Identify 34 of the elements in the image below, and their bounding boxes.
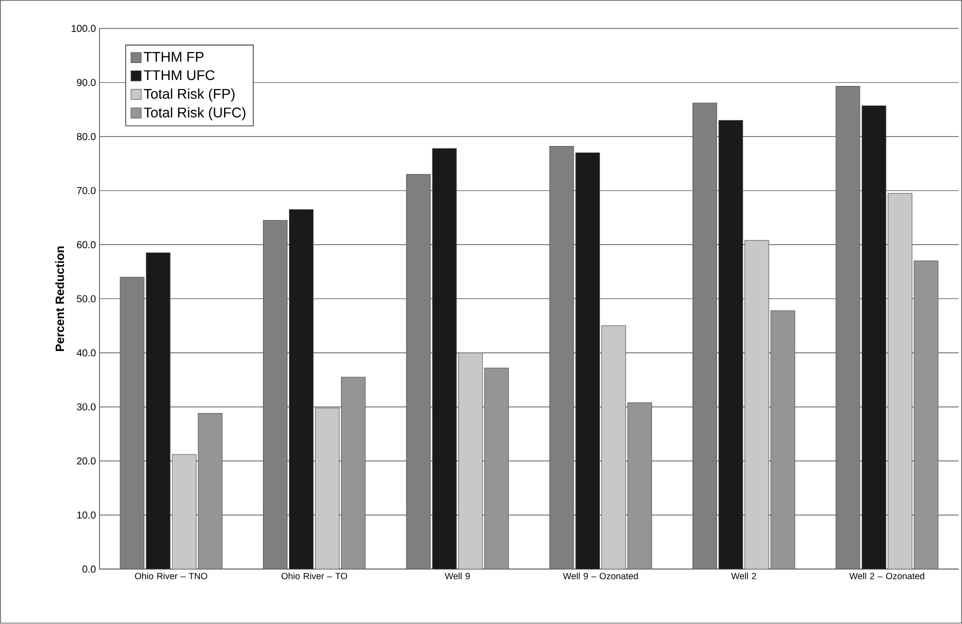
- bar: [770, 310, 796, 570]
- x-tick-label: Well 9: [444, 572, 470, 580]
- x-tick-label: Well 2: [731, 572, 756, 580]
- x-tick-label: Ohio River – TO: [282, 572, 348, 580]
- y-tick-label: 80.0: [76, 133, 96, 140]
- legend-label: Total Risk (FP): [144, 88, 234, 102]
- y-tick-label: 40.0: [76, 350, 96, 357]
- y-tick-label: 10.0: [77, 512, 96, 519]
- y-tick-label: 50.0: [76, 295, 96, 303]
- y-tick-label: 70.0: [77, 187, 96, 194]
- bar: [718, 120, 744, 570]
- y-tick-label: 20.0: [77, 458, 96, 465]
- y-axis-title: Percent Reduction: [55, 246, 64, 352]
- x-tick-label: Well 9 – Ozonated: [562, 572, 638, 580]
- legend-label: Total Risk (UFC): [144, 107, 246, 120]
- y-tick-label: 60.0: [77, 241, 96, 248]
- y-tick-label: 0.0: [82, 566, 96, 573]
- bar: [432, 148, 457, 570]
- x-tick-label: Well 2 – Ozonated: [849, 572, 924, 580]
- bar: [914, 260, 938, 570]
- x-tick-label: Ohio River – TNO: [134, 572, 208, 580]
- bar: [198, 413, 222, 570]
- bar: [627, 402, 652, 570]
- bar: [575, 152, 600, 570]
- bar: [862, 106, 886, 570]
- y-tick-label: 100.0: [72, 25, 96, 32]
- bar: [484, 368, 509, 570]
- legend-label: TTHM UFC: [144, 70, 215, 80]
- bar: [146, 252, 170, 570]
- y-tick-label: 90.0: [76, 79, 96, 86]
- y-tick-label: 30.0: [76, 404, 96, 411]
- bar: [341, 377, 366, 570]
- legend-label: TTHM FP: [144, 52, 204, 62]
- bar: [289, 210, 314, 570]
